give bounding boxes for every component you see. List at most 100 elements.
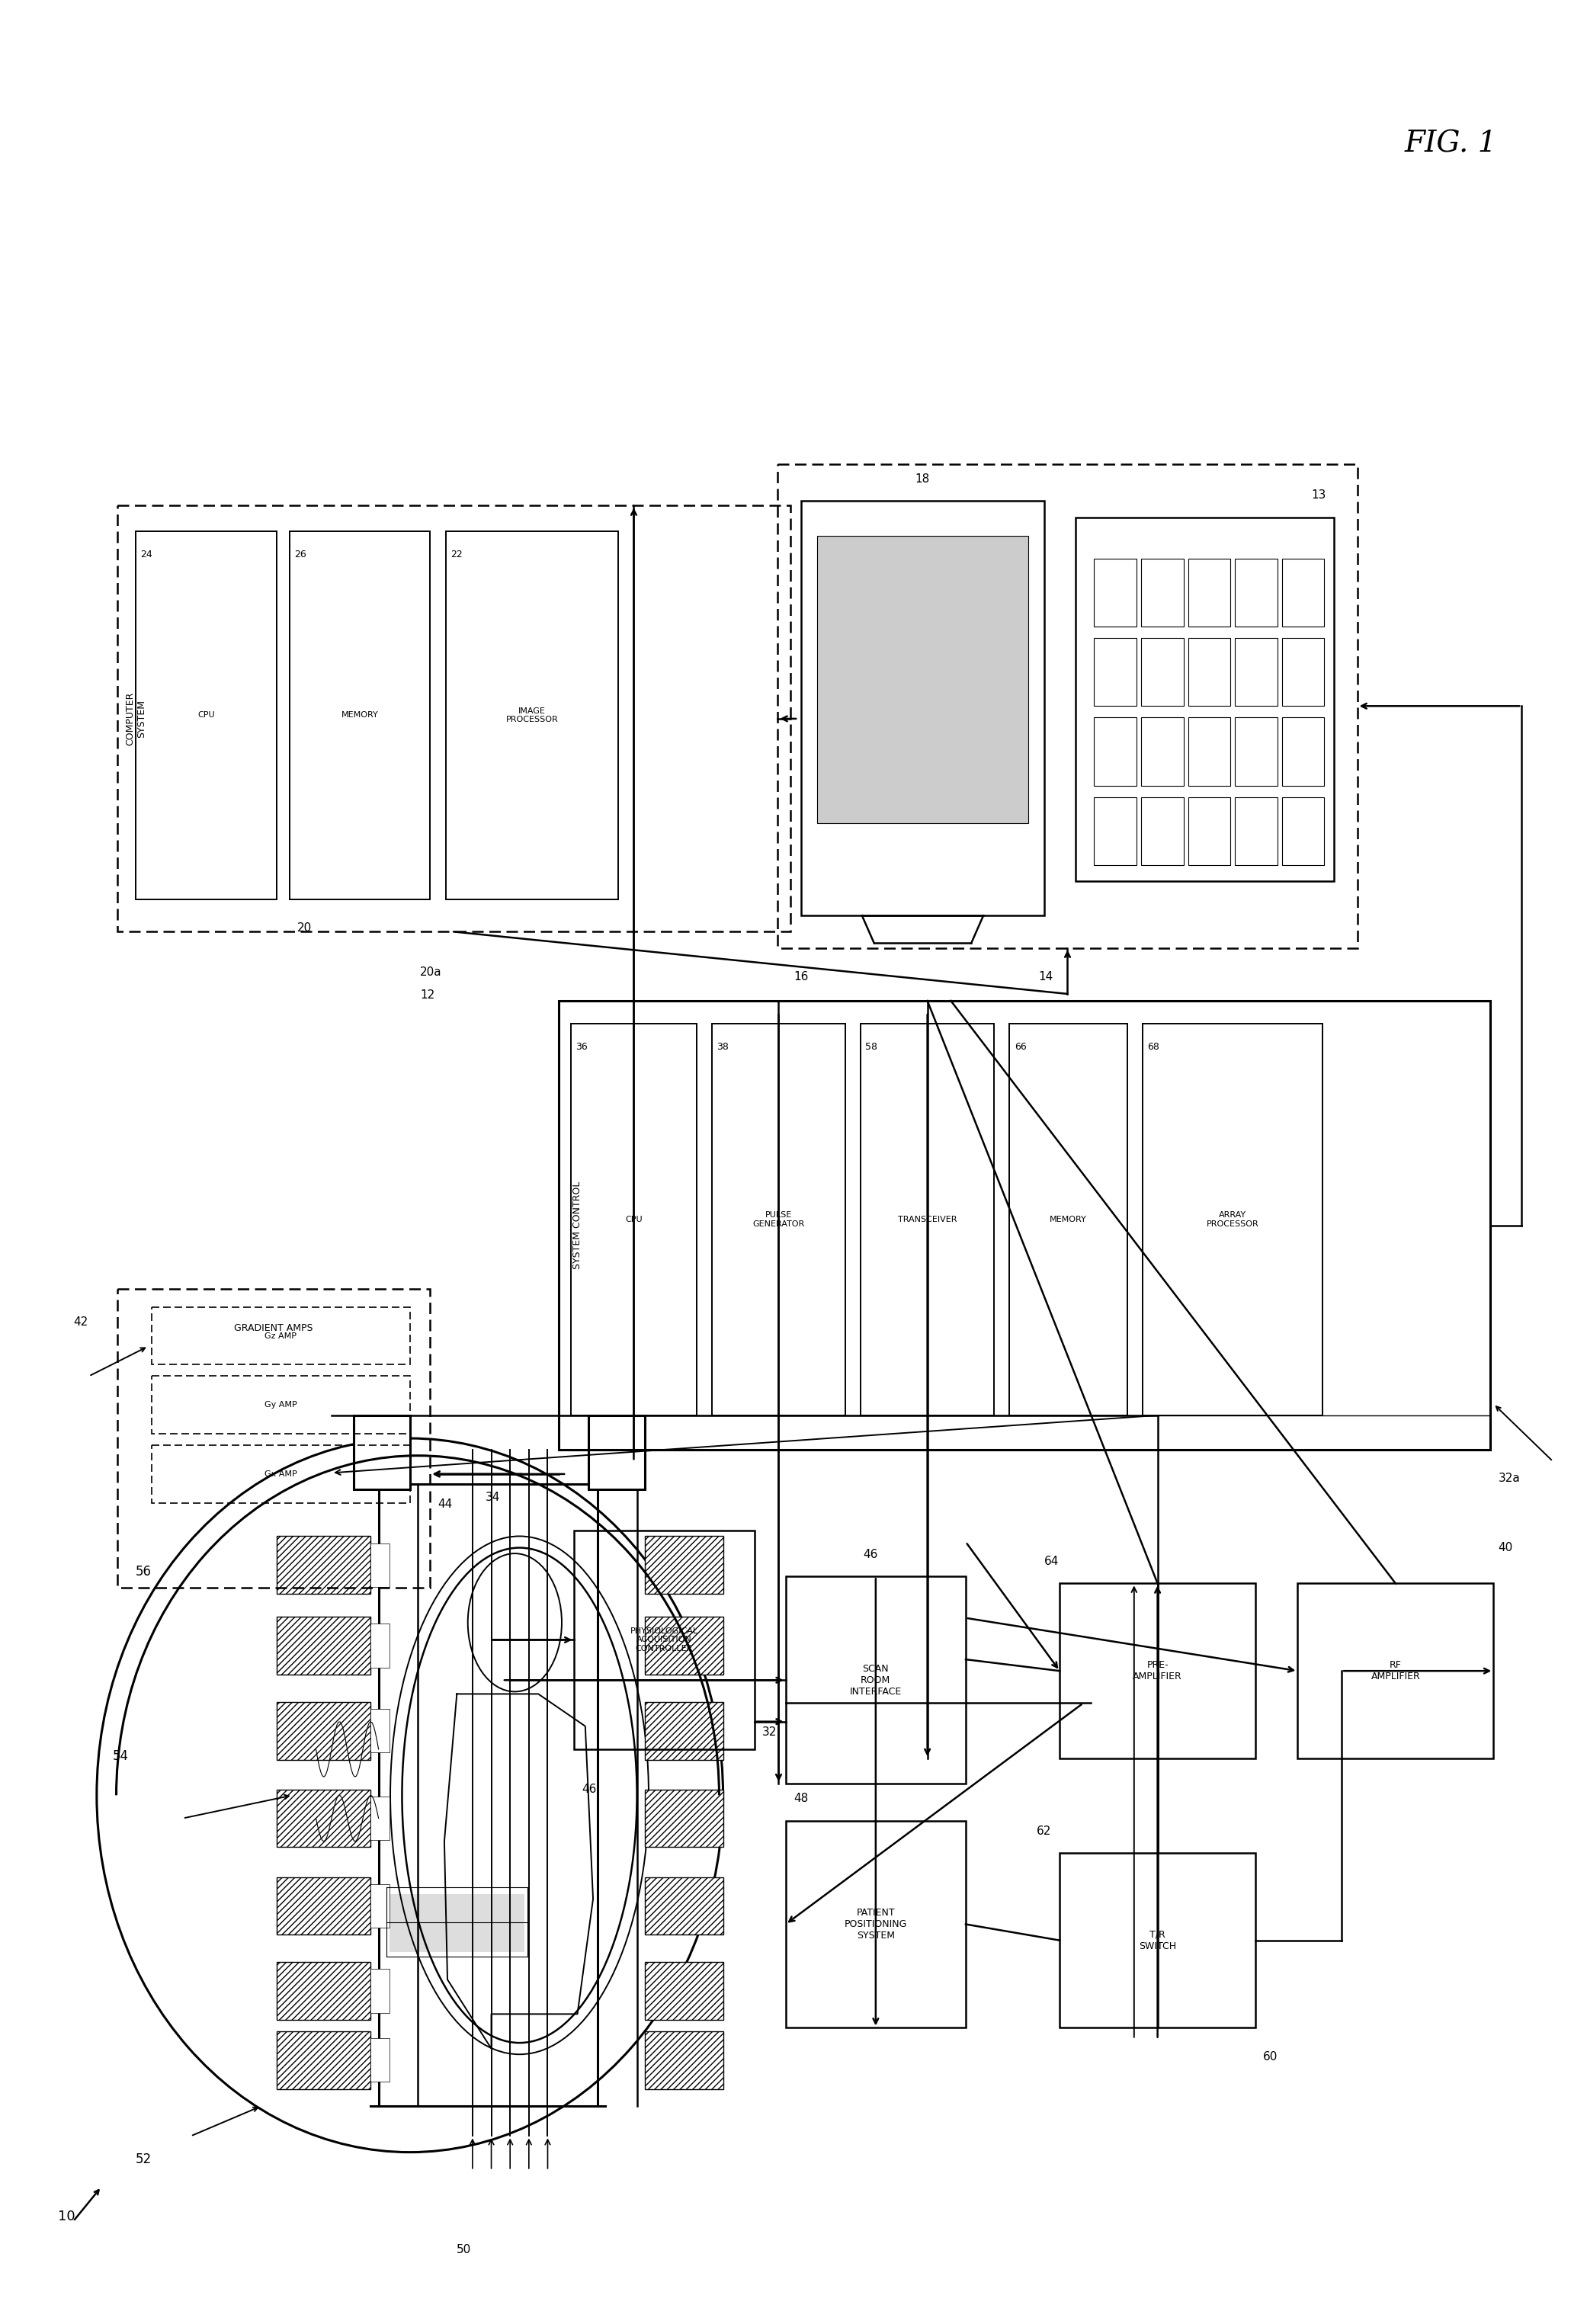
Text: PHYSIOLOGICAL
ACQUISITION
CONTROLLER: PHYSIOLOGICAL ACQUISITION CONTROLLER <box>630 1627 698 1652</box>
Bar <box>574 1532 754 1750</box>
Text: PATIENT
POSITIONING
SYSTEM: PATIENT POSITIONING SYSTEM <box>844 1908 908 1941</box>
Text: 32: 32 <box>762 1727 778 1738</box>
Text: Gz AMP: Gz AMP <box>265 1332 297 1339</box>
Bar <box>1141 718 1184 786</box>
Bar <box>1009 1025 1127 1415</box>
Bar <box>1141 639 1184 706</box>
Text: 14: 14 <box>1038 971 1054 983</box>
Bar <box>276 1701 371 1759</box>
Text: MEMORY: MEMORY <box>341 711 378 718</box>
Text: SYSTEM CONTROL: SYSTEM CONTROL <box>573 1181 582 1269</box>
Bar <box>1189 558 1230 627</box>
Bar <box>117 1287 430 1587</box>
Text: 12: 12 <box>421 990 435 1002</box>
Text: T/R
SWITCH: T/R SWITCH <box>1139 1929 1176 1952</box>
Text: 44: 44 <box>438 1499 452 1511</box>
Text: 56: 56 <box>136 1564 152 1578</box>
Bar <box>276 2031 371 2089</box>
Bar <box>354 1415 409 1490</box>
Bar <box>136 530 276 899</box>
Text: SCAN
ROOM
INTERFACE: SCAN ROOM INTERFACE <box>849 1664 901 1697</box>
Bar <box>644 1961 724 2020</box>
Bar <box>276 1618 371 1673</box>
Bar <box>1235 718 1278 786</box>
Text: 38: 38 <box>717 1041 728 1053</box>
Text: 13: 13 <box>1311 490 1325 502</box>
Bar <box>1282 797 1324 865</box>
Bar <box>151 1306 409 1364</box>
Text: 62: 62 <box>1036 1824 1051 1836</box>
Bar <box>644 2031 724 2089</box>
Text: 32a: 32a <box>1498 1473 1520 1485</box>
Bar <box>1093 797 1136 865</box>
Text: 10: 10 <box>57 2210 75 2224</box>
Bar <box>289 530 430 899</box>
Text: COMPUTER
SYSTEM: COMPUTER SYSTEM <box>125 693 146 746</box>
Text: 24: 24 <box>141 548 152 560</box>
Bar <box>1060 1852 1255 2029</box>
Bar <box>1235 797 1278 865</box>
Text: MEMORY: MEMORY <box>1049 1215 1087 1222</box>
Bar <box>644 1789 724 1848</box>
Bar <box>1093 718 1136 786</box>
Bar <box>389 1894 524 1952</box>
Text: GRADIENT AMPS: GRADIENT AMPS <box>235 1322 313 1334</box>
Text: 50: 50 <box>457 2245 471 2257</box>
Text: CPU: CPU <box>625 1215 643 1222</box>
Text: 68: 68 <box>1147 1041 1160 1053</box>
Text: RF
AMPLIFIER: RF AMPLIFIER <box>1371 1659 1420 1683</box>
Text: 40: 40 <box>1498 1541 1512 1552</box>
Text: Gx AMP: Gx AMP <box>265 1471 297 1478</box>
Bar <box>371 1796 389 1841</box>
Text: 48: 48 <box>794 1794 808 1803</box>
Bar <box>1060 1583 1255 1759</box>
Text: PRE-
AMPLIFIER: PRE- AMPLIFIER <box>1133 1659 1182 1683</box>
Bar <box>589 1415 644 1490</box>
Text: 46: 46 <box>863 1548 878 1559</box>
Bar <box>446 530 617 899</box>
Text: FIG. 1: FIG. 1 <box>1404 130 1498 158</box>
Bar <box>644 1536 724 1594</box>
Bar <box>786 1576 966 1785</box>
Bar <box>151 1376 409 1434</box>
Bar <box>860 1025 993 1415</box>
Text: 18: 18 <box>914 474 930 486</box>
Bar <box>276 1961 371 2020</box>
Bar <box>801 502 1044 916</box>
Bar <box>151 1446 409 1504</box>
Bar <box>371 2038 389 2082</box>
Bar <box>1093 558 1136 627</box>
Bar <box>713 1025 846 1415</box>
Bar <box>1235 639 1278 706</box>
Bar <box>1141 558 1184 627</box>
Bar <box>644 1878 724 1934</box>
Text: 66: 66 <box>1014 1041 1027 1053</box>
Text: 34: 34 <box>486 1492 500 1504</box>
Bar <box>1076 518 1333 881</box>
Text: 52: 52 <box>136 2152 152 2166</box>
Bar <box>1189 639 1230 706</box>
Text: 64: 64 <box>1044 1555 1059 1566</box>
Bar <box>786 1820 966 2029</box>
Bar <box>559 1002 1490 1450</box>
Bar <box>644 1701 724 1759</box>
Text: 20: 20 <box>297 923 311 934</box>
Bar <box>276 1536 371 1594</box>
Bar <box>1141 797 1184 865</box>
Text: Gy AMP: Gy AMP <box>265 1401 297 1408</box>
Bar <box>1282 558 1324 627</box>
Bar <box>371 1624 389 1669</box>
Text: 20a: 20a <box>421 967 441 978</box>
Bar <box>276 1789 371 1848</box>
Text: 46: 46 <box>582 1785 597 1794</box>
Text: 60: 60 <box>1263 2050 1278 2061</box>
Bar <box>1093 639 1136 706</box>
Bar <box>1189 718 1230 786</box>
Bar <box>1282 718 1324 786</box>
Bar <box>644 1618 724 1673</box>
Bar <box>1143 1025 1322 1415</box>
Text: PULSE
GENERATOR: PULSE GENERATOR <box>752 1211 805 1227</box>
Bar <box>371 1968 389 2013</box>
Bar <box>1298 1583 1493 1759</box>
Text: 54: 54 <box>113 1750 129 1764</box>
